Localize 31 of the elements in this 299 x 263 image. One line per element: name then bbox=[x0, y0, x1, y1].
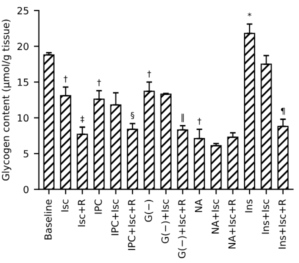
x-tick-label: Baseline bbox=[44, 200, 52, 240]
x-tick-label: G(−)+Isc+R bbox=[178, 199, 187, 258]
x-tick-label: IPC+Isc+R bbox=[128, 199, 136, 250]
x-tick-label: Ins bbox=[245, 200, 252, 212]
annotation: † bbox=[147, 70, 152, 78]
annotation: † bbox=[97, 79, 101, 86]
y-tick-label: 20 bbox=[17, 42, 28, 50]
y-tick-label: 15 bbox=[18, 78, 28, 86]
annotation: * bbox=[248, 12, 252, 16]
annotation: † bbox=[198, 118, 202, 125]
x-tick-label: Isc bbox=[61, 200, 68, 212]
x-tick-label: G(−)+Isc bbox=[161, 200, 170, 244]
x-tick-label: NA bbox=[194, 199, 202, 212]
y-axis-title: Glycogen content (μmol/g tissue) bbox=[2, 20, 12, 180]
annotation: ¶ bbox=[280, 108, 285, 115]
x-tick-label: Ins+Isc bbox=[262, 200, 270, 234]
x-tick-label: Isc+R bbox=[78, 199, 86, 226]
annotation: § bbox=[130, 112, 134, 120]
y-tick-label: 5 bbox=[24, 150, 28, 158]
x-tick-label: Ins+Isc+R bbox=[278, 199, 286, 249]
x-tick-label: NA+Isc+R bbox=[228, 199, 236, 248]
annotation: ‡ bbox=[80, 116, 84, 123]
x-tick-label: G(−) bbox=[144, 200, 154, 222]
annotation: † bbox=[64, 76, 68, 83]
annotation: ‖ bbox=[182, 114, 184, 122]
x-tick-label: IPC+Isc bbox=[111, 200, 119, 236]
y-tick-label: 0 bbox=[24, 186, 28, 194]
x-tick-label: NA+Isc bbox=[212, 200, 219, 234]
y-tick-label: 25 bbox=[17, 7, 28, 14]
y-tick-label: 10 bbox=[18, 114, 28, 122]
x-tick-label: IPC bbox=[94, 200, 102, 214]
